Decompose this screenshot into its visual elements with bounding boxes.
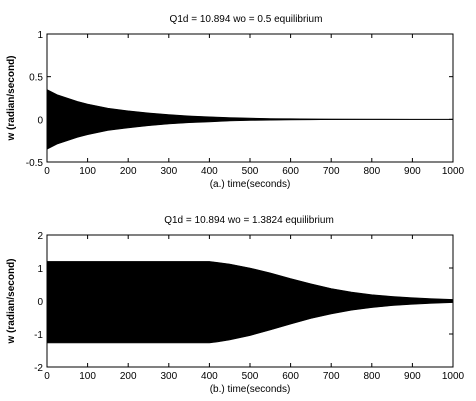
panel-a-x-tick-label: 300 [160, 166, 177, 177]
panel-a-x-tick-label: 500 [242, 166, 259, 177]
panel-a-x-tick-label: 900 [404, 166, 421, 177]
panel-a-y-tick-label: 0.5 [29, 73, 43, 84]
panel-a-y-label: w (radian/second) [6, 55, 17, 141]
panel-a-x-tick-label: 0 [44, 166, 50, 177]
panel-b-x-tick-label: 200 [120, 371, 137, 382]
panel-a-y-tick-label: 1 [37, 30, 43, 41]
panel-a-x-ticks: 0 100 200 300 400 500 600 700 800 900 1000 [44, 34, 465, 177]
panel-b-x-label: (b.) time(seconds) [210, 384, 291, 395]
panel-b-x-tick-label: 500 [242, 371, 259, 382]
panel-b-y-tick-label: 2 [37, 231, 43, 242]
panel-b-y-tick-label: -2 [34, 363, 43, 374]
panel-b-data [46, 261, 454, 344]
panel-b-envelope-series-0 [46, 261, 454, 344]
panel-b-title: Q1d = 10.894 wo = 1.3824 equilibrium [164, 215, 334, 226]
panel-a-x-tick-label: 1000 [442, 166, 465, 177]
panel-b-x-tick-label: 700 [323, 371, 340, 382]
panel-b-x-tick-label: 600 [282, 371, 299, 382]
panel-b-y-ticks: -2 -1 0 1 2 [34, 231, 453, 374]
panel-a-x-tick-label: 100 [79, 166, 96, 177]
panel-a-axes-box [46, 33, 454, 163]
panel-b-y-tick-label: -1 [34, 330, 43, 341]
panel-b-x-tick-label: 300 [160, 371, 177, 382]
panel-b-x-tick-label: 800 [363, 371, 380, 382]
panel-b-x-ticks: 0 100 200 300 400 500 600 700 800 900 1000 [44, 235, 465, 382]
panel-b-y-tick-label: 1 [37, 264, 43, 275]
panel-b-x-tick-label: 1000 [442, 371, 465, 382]
panel-a-x-tick-label: 600 [282, 166, 299, 177]
panel-a-title: Q1d = 10.894 wo = 0.5 equilibrium [170, 14, 323, 25]
panel-a-x-tick-label: 800 [363, 166, 380, 177]
panel-a-data [46, 89, 454, 150]
panel-a-x-label: (a.) time(seconds) [210, 179, 291, 190]
panel-a-y-tick-label: 0 [37, 115, 43, 126]
panel-a-x-tick-label: 200 [120, 166, 137, 177]
panel-b-x-tick-label: 100 [79, 371, 96, 382]
panel-a: Q1d = 10.894 wo = 0.5 equilibrium 0 100 20… [6, 14, 465, 190]
panel-a-y-ticks: -0.5 0 0.5 1 [26, 30, 453, 169]
panel-b-x-tick-label: 400 [201, 371, 218, 382]
panel-b: Q1d = 10.894 wo = 1.3824 equilibrium 0 10… [6, 215, 465, 395]
panel-b-x-tick-label: 900 [404, 371, 421, 382]
panel-a-y-tick-label: -0.5 [26, 158, 44, 169]
panel-a-x-tick-label: 400 [201, 166, 218, 177]
panel-b-y-label: w (radian/second) [6, 258, 17, 344]
panel-a-x-tick-label: 700 [323, 166, 340, 177]
panel-b-y-tick-label: 0 [37, 297, 43, 308]
panel-b-x-tick-label: 0 [44, 371, 50, 382]
